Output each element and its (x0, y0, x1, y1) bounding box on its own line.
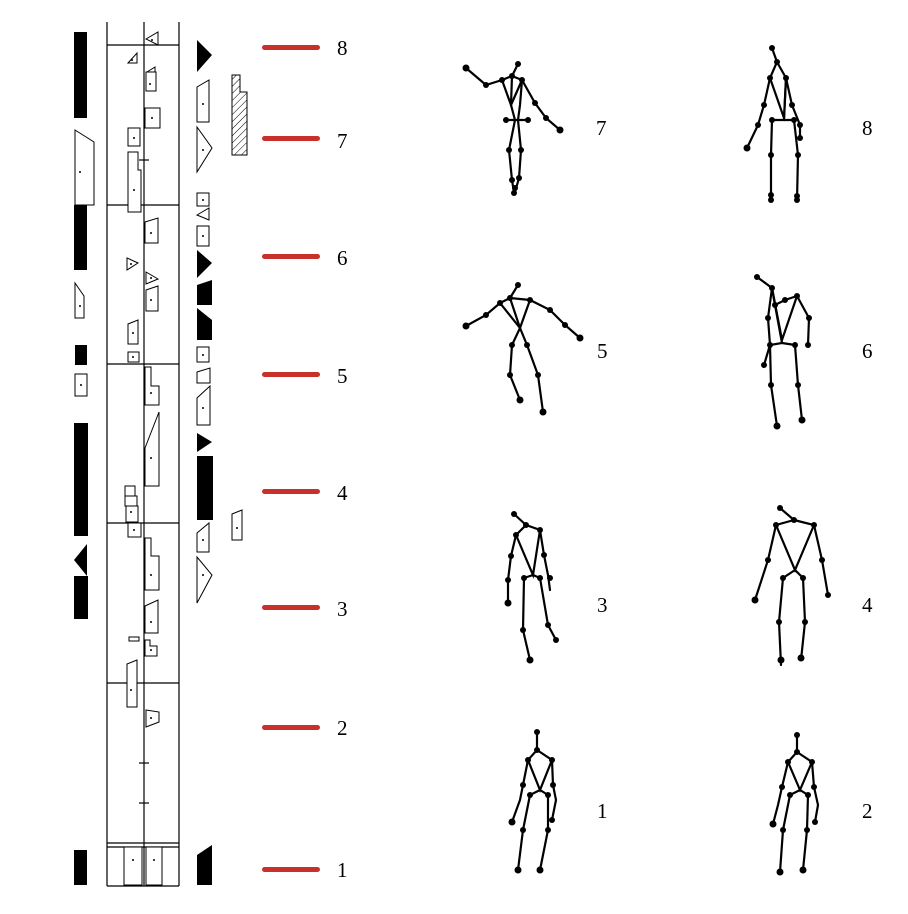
marker-label: 1 (337, 858, 348, 882)
staff-start-position (123, 846, 163, 886)
marker-label: 3 (337, 597, 348, 621)
skeleton-figure-8: 8 (743, 45, 873, 203)
figure-label: 7 (596, 116, 607, 140)
marker-label: 8 (337, 36, 348, 60)
skeleton-figure-1: 1 (508, 729, 608, 874)
marker-3: 3 (262, 597, 348, 621)
skeleton-figure-5: 5 (462, 282, 608, 416)
marker-4: 4 (262, 481, 348, 505)
marker-scale: 8 7 6 5 4 3 2 1 (262, 36, 348, 882)
skeleton-figure-3: 3 (504, 511, 608, 664)
marker-label: 5 (337, 364, 348, 388)
staff-left-column-symbols (74, 32, 95, 885)
marker-1: 1 (262, 858, 348, 882)
labanotation-staff (106, 22, 180, 887)
marker-2: 2 (262, 716, 348, 740)
figure-label: 3 (597, 593, 608, 617)
skeleton-figure-6: 6 (754, 274, 873, 430)
figure-label: 5 (597, 339, 608, 363)
figure-label: 8 (862, 116, 873, 140)
figure-label: 1 (597, 799, 608, 823)
marker-7: 7 (262, 129, 348, 153)
marker-5: 5 (262, 364, 348, 388)
figure-label: 6 (862, 339, 873, 363)
figure-label: 4 (862, 593, 873, 617)
marker-label: 7 (337, 129, 348, 153)
marker-label: 4 (337, 481, 348, 505)
marker-label: 2 (337, 716, 348, 740)
skeleton-figure-4: 4 (751, 505, 873, 667)
marker-label: 6 (337, 246, 348, 270)
marker-6: 6 (262, 246, 348, 270)
skeleton-figure-2: 2 (769, 732, 873, 876)
staff-right-column-symbols (195, 40, 248, 885)
figure-label: 2 (862, 799, 873, 823)
marker-8: 8 (262, 36, 348, 60)
staff-inner-symbols (124, 31, 161, 728)
skeleton-figure-7: 7 (462, 61, 607, 196)
